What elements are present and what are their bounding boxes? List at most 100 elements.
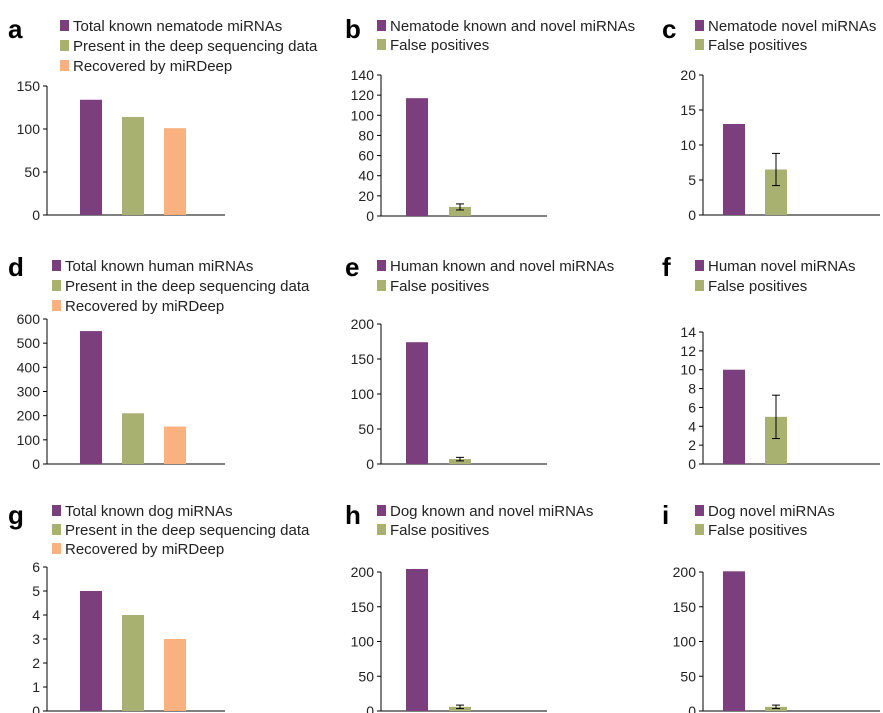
y-tick-label: 0: [32, 207, 40, 223]
error-bar: [772, 152, 780, 187]
y-tick-label: 0: [366, 456, 374, 472]
legend-label: Present in the deep sequencing data: [73, 38, 318, 55]
panel-letter: b: [345, 14, 361, 44]
y-tick-label: 0: [32, 456, 40, 472]
y-tick-label: 50: [680, 668, 696, 684]
y-tick-label: 100: [351, 634, 375, 650]
bar-a-3: [164, 128, 186, 215]
y-tick-label: 50: [358, 668, 374, 684]
legend-label: False positives: [390, 522, 489, 539]
panel-letter: f: [662, 252, 671, 282]
legend-label: Recovered by miRDeep: [73, 58, 232, 75]
y-tick-label: 8: [688, 381, 696, 397]
bar-h-1: [406, 569, 428, 711]
y-tick-label: 100: [673, 634, 697, 650]
legend-label: Recovered by miRDeep: [65, 541, 224, 558]
y-tick-label: 200: [351, 316, 375, 332]
chart-panel-c: c Nematode novel miRNAs False positives 0 5 1…: [662, 14, 880, 223]
y-tick-label: 100: [351, 386, 375, 402]
y-tick-label: 100: [17, 432, 41, 448]
y-tick-label: 60: [358, 148, 374, 164]
chart-panel-a: a Total known nematode miRNAs Present in t…: [8, 14, 318, 223]
bar-e-1: [406, 342, 428, 464]
y-tick-label: 2: [32, 655, 40, 671]
y-tick-label: 4: [688, 418, 696, 434]
legend-label: Total known human miRNAs: [65, 258, 253, 275]
y-tick-label: 6: [32, 559, 40, 575]
y-tick-label: 150: [351, 351, 375, 367]
legend-label: Dog known and novel miRNAs: [390, 503, 593, 520]
bar-g-2: [122, 615, 144, 711]
panel-letter: g: [8, 500, 24, 530]
y-tick-label: 150: [17, 78, 41, 94]
legend-label: False positives: [708, 522, 807, 539]
y-tick-label: 0: [688, 703, 696, 713]
error-bar: [456, 456, 464, 462]
y-tick-label: 0: [366, 703, 374, 713]
legend-label: False positives: [390, 278, 489, 295]
legend-label: False positives: [390, 37, 489, 54]
legend-swatch: [52, 280, 61, 291]
panel-letter: a: [8, 14, 23, 44]
legend-label: False positives: [708, 37, 807, 54]
legend-label: False positives: [708, 278, 807, 295]
legend-swatch: [377, 260, 386, 271]
error-bar: [772, 394, 780, 440]
y-tick-label: 50: [24, 164, 40, 180]
y-tick-label: 50: [358, 421, 374, 437]
chart-panel-i: i Dog novel miRNAs False positives 0 50 100 15…: [662, 500, 880, 713]
legend-swatch: [377, 20, 386, 31]
bar-d-1: [80, 331, 102, 464]
legend-swatch: [52, 543, 61, 554]
bar-i-1: [723, 571, 745, 711]
y-tick-label: 6: [688, 399, 696, 415]
y-tick-label: 200: [17, 408, 41, 424]
y-tick-label: 140: [351, 67, 375, 83]
bar-d-2: [122, 413, 144, 464]
y-tick-label: 40: [358, 168, 374, 184]
panel-letter: i: [662, 500, 669, 530]
y-tick-label: 120: [351, 87, 375, 103]
chart-panel-f: f Human novel miRNAs False positives 0 2 4 6 8 1…: [662, 252, 880, 472]
legend-swatch: [52, 260, 61, 271]
legend-swatch: [52, 524, 61, 535]
y-tick-label: 400: [17, 359, 41, 375]
y-tick-label: 0: [688, 207, 696, 223]
legend-swatch: [60, 20, 69, 31]
legend-swatch: [695, 260, 704, 271]
legend-swatch: [695, 524, 704, 535]
bar-f-2: [765, 416, 787, 464]
y-tick-label: 5: [32, 583, 40, 599]
legend-swatch: [52, 505, 61, 516]
y-tick-label: 200: [673, 564, 697, 580]
y-tick-label: 14: [680, 324, 696, 340]
panel-letter: h: [345, 500, 361, 530]
y-tick-label: 20: [680, 67, 696, 83]
bar-a-1: [80, 99, 102, 215]
legend-label: Human known and novel miRNAs: [390, 258, 614, 275]
y-tick-label: 0: [688, 456, 696, 472]
bar-d-3: [164, 426, 186, 464]
legend-swatch: [60, 40, 69, 51]
y-tick-label: 200: [351, 564, 375, 580]
error-bar: [456, 203, 464, 211]
y-tick-label: 300: [17, 384, 41, 400]
bar-g-3: [164, 639, 186, 711]
y-tick-label: 150: [673, 599, 697, 615]
y-tick-label: 80: [358, 127, 374, 143]
legend-swatch: [377, 39, 386, 50]
legend-swatch: [52, 300, 61, 311]
legend-swatch: [695, 39, 704, 50]
panel-letter: c: [662, 14, 676, 44]
y-tick-label: 1: [32, 679, 40, 695]
y-tick-label: 100: [17, 121, 41, 137]
bar-g-1: [80, 591, 102, 711]
y-tick-label: 15: [680, 102, 696, 118]
legend-label: Nematode novel miRNAs: [708, 18, 876, 35]
legend-swatch: [60, 60, 69, 71]
y-tick-label: 4: [32, 607, 40, 623]
legend-label: Recovered by miRDeep: [65, 298, 224, 315]
y-tick-label: 20: [358, 188, 374, 204]
chart-panel-d: d Total known human miRNAs Present in the …: [8, 252, 310, 472]
